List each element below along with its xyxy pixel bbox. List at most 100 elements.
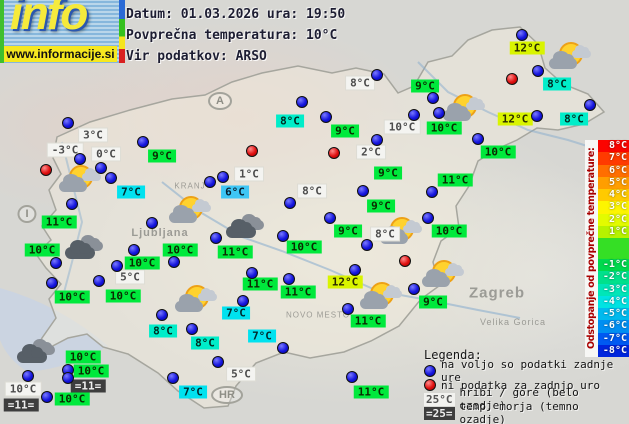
station-temp-label: 7°C bbox=[248, 329, 276, 343]
station-temp-label: 8°C bbox=[543, 77, 571, 91]
station-temp-label: 9°C bbox=[419, 295, 447, 309]
sun-cloud-icon bbox=[57, 164, 103, 196]
station-dot-blue bbox=[93, 275, 105, 287]
sun-cloud-icon bbox=[420, 259, 466, 291]
sun-cloud-icon bbox=[441, 93, 487, 125]
sun-cloud-icon bbox=[547, 41, 593, 73]
scale-step: 4°C bbox=[598, 189, 629, 202]
station-temp-label: 3°C bbox=[79, 128, 107, 142]
station-temp-label: 10°C bbox=[124, 256, 160, 270]
station-temp-label: 9°C bbox=[331, 124, 359, 138]
legend-title: Legenda: bbox=[424, 348, 482, 362]
station-temp-label: 2°C bbox=[357, 145, 385, 159]
site-logo[interactable]: info www.informacije.si bbox=[0, 0, 125, 63]
station-temp-label: 8°C bbox=[191, 336, 219, 350]
road-sign: HR bbox=[211, 386, 243, 404]
station-dot-blue bbox=[472, 133, 484, 145]
scale-step: -2°C bbox=[598, 271, 629, 284]
temperature-deviation-scale: Odstopanje od povprečne temperature: 8°C… bbox=[585, 140, 629, 358]
station-temp-label: 10°C bbox=[286, 240, 322, 254]
logo-text: info bbox=[10, 0, 88, 39]
station-temp-label: 7°C bbox=[117, 185, 145, 199]
station-temp-label: 10°C bbox=[105, 289, 141, 303]
sun-cloud-icon bbox=[167, 195, 213, 227]
sun-cloud-icon bbox=[173, 284, 219, 316]
station-dot-blue bbox=[283, 273, 295, 285]
station-dot-blue bbox=[408, 109, 420, 121]
station-dot-blue bbox=[22, 370, 34, 382]
station-dot-blue bbox=[324, 212, 336, 224]
station-dot-blue bbox=[433, 107, 445, 119]
scale-step: -6°C bbox=[598, 320, 629, 333]
logo-site-url[interactable]: www.informacije.si bbox=[4, 46, 117, 62]
station-temp-label: 11°C bbox=[242, 277, 278, 291]
station-temp-label: 10°C bbox=[54, 290, 90, 304]
scale-step: 6°C bbox=[598, 164, 629, 177]
station-dot-red bbox=[506, 73, 518, 85]
station-dot-blue bbox=[167, 372, 179, 384]
legend-item-text: hribi / gore (belo ozadje) bbox=[459, 386, 579, 412]
station-dot-blue bbox=[62, 117, 74, 129]
station-dot-blue bbox=[371, 134, 383, 146]
station-dot-blue bbox=[342, 303, 354, 315]
station-dot-blue bbox=[62, 372, 74, 384]
station-temp-label: 10°C bbox=[431, 224, 467, 238]
road-sign: A bbox=[208, 92, 232, 110]
station-dot-blue bbox=[137, 136, 149, 148]
station-temp-label: 8°C bbox=[371, 227, 399, 241]
cloud-icon bbox=[224, 211, 270, 243]
station-temp-label: 8°C bbox=[149, 324, 177, 338]
station-temp-label: 10°C bbox=[384, 120, 420, 134]
station-dot-blue bbox=[277, 230, 289, 242]
station-dot-blue bbox=[128, 244, 140, 256]
legend-item: na voljo so podatki zadnje ure bbox=[424, 358, 629, 384]
station-temp-label: 12°C bbox=[509, 41, 545, 55]
main-cloud-shape bbox=[175, 294, 203, 312]
scale-title: Odstopanje od povprečne temperature: bbox=[585, 140, 598, 357]
river-soca bbox=[61, 141, 84, 301]
station-dot-blue bbox=[210, 232, 222, 244]
map-place-label: NOVO MESTO bbox=[285, 310, 351, 320]
legend-item: =25= temp. morja (temno ozadje) bbox=[424, 400, 629, 424]
station-dot-blue bbox=[217, 171, 229, 183]
small-cloud-shape bbox=[82, 168, 101, 181]
station-temp-label: 7°C bbox=[179, 385, 207, 399]
station-dot-blue bbox=[105, 172, 117, 184]
station-temp-label: 11°C bbox=[350, 314, 386, 328]
station-temp-label: 6°C bbox=[221, 185, 249, 199]
station-temp-label: 10°C bbox=[54, 392, 90, 406]
station-temp-label: 10°C bbox=[162, 243, 198, 257]
station-temp-label: 5°C bbox=[227, 367, 255, 381]
station-dot-blue bbox=[371, 69, 383, 81]
header-info: Datum: 01.03.2026 ura: 19:50 Povprečna t… bbox=[126, 4, 345, 67]
station-temp-label: 9°C bbox=[367, 199, 395, 213]
station-dot-blue bbox=[277, 342, 289, 354]
station-dot-blue bbox=[111, 260, 123, 272]
station-temp-label: 8°C bbox=[346, 76, 374, 90]
station-dot-blue bbox=[168, 256, 180, 268]
station-dot-blue bbox=[427, 92, 439, 104]
map-place-label: Ljubljana bbox=[131, 227, 189, 239]
station-dot-blue bbox=[46, 277, 58, 289]
station-temp-label: 10°C bbox=[480, 145, 516, 159]
scale-step: -3°C bbox=[598, 283, 629, 296]
station-temp-label: 10°C bbox=[426, 121, 462, 135]
station-dot-blue bbox=[146, 217, 158, 229]
station-dot-blue bbox=[584, 99, 596, 111]
station-dot-blue bbox=[531, 110, 543, 122]
station-dot-blue bbox=[186, 323, 198, 335]
legend-item-text: na voljo so podatki zadnje ure bbox=[441, 358, 614, 384]
station-temp-label: 11°C bbox=[217, 245, 253, 259]
station-temp-label: =11= bbox=[70, 379, 106, 393]
scale-step: -4°C bbox=[598, 295, 629, 309]
station-temp-label: 11°C bbox=[437, 173, 473, 187]
station-dot-blue bbox=[361, 239, 373, 251]
station-temp-label: 9°C bbox=[411, 79, 439, 93]
header-date-line: Datum: 01.03.2026 ura: 19:50 bbox=[126, 7, 346, 22]
cloud-front-shape bbox=[17, 343, 47, 363]
small-cloud-shape bbox=[192, 199, 211, 212]
station-dot-red bbox=[246, 145, 258, 157]
station-temp-label: 1°C bbox=[235, 167, 263, 181]
station-dot-blue bbox=[50, 257, 62, 269]
